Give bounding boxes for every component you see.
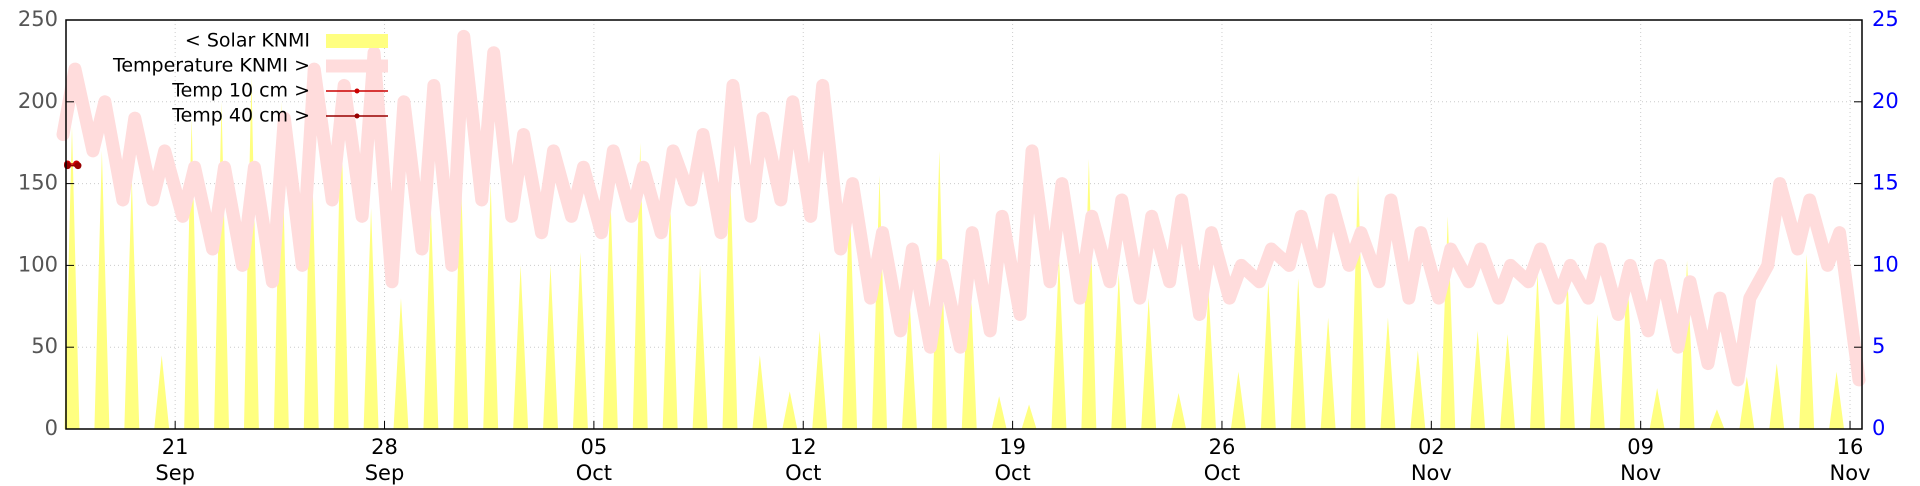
x-tick-label: 02 Nov — [1410, 435, 1452, 485]
legend-label: Temp 10 cm > — [171, 80, 310, 102]
y-tick-label: 200 — [18, 89, 58, 113]
legend-swatch — [326, 34, 388, 48]
x-tick-label: 26 Oct — [1203, 435, 1241, 485]
y-tick-label: 50 — [31, 334, 58, 358]
plot-frame — [65, 19, 1863, 430]
series-line — [56, 29, 1866, 387]
labels: 0 50 100 150 200 250 0 5 10 15 20 25 — [18, 7, 1899, 440]
y2-tick-label: 15 — [1872, 171, 1899, 195]
series-marker — [74, 162, 82, 170]
y2-tick-label: 5 — [1872, 334, 1885, 358]
x-tick-label: 05 Oct — [575, 435, 613, 485]
x-tick-label: 09 Nov — [1620, 435, 1662, 485]
x-tick-label: 16 Nov — [1829, 435, 1871, 485]
y-tick-label: 250 — [18, 7, 58, 31]
x-tick-label: 19 Oct — [994, 435, 1031, 485]
y2-tick-label: 0 — [1872, 416, 1885, 440]
x-tick-label: 12 Oct — [785, 435, 822, 485]
legend-marker — [354, 88, 360, 94]
y-tick-label: 0 — [45, 416, 58, 440]
x-tick-label: 21 Sep — [155, 435, 195, 485]
y2-tick-label: 10 — [1872, 252, 1899, 276]
y-tick-label: 150 — [18, 171, 58, 195]
x-tick-label: 28 Sep — [364, 435, 405, 485]
legend-label: Temperature KNMI > — [112, 55, 310, 77]
legend: < Solar KNMI Temperature KNMI > Temp 10 cm… — [112, 30, 388, 127]
y2-tick-label: 20 — [1872, 89, 1899, 113]
y2-tick-label: 25 — [1872, 7, 1899, 31]
series-marker — [63, 162, 71, 170]
y-tick-label: 100 — [18, 252, 58, 276]
legend-label: Temp 40 cm > — [171, 105, 310, 127]
legend-label: < Solar KNMI — [185, 30, 310, 52]
legend-marker — [354, 113, 360, 119]
